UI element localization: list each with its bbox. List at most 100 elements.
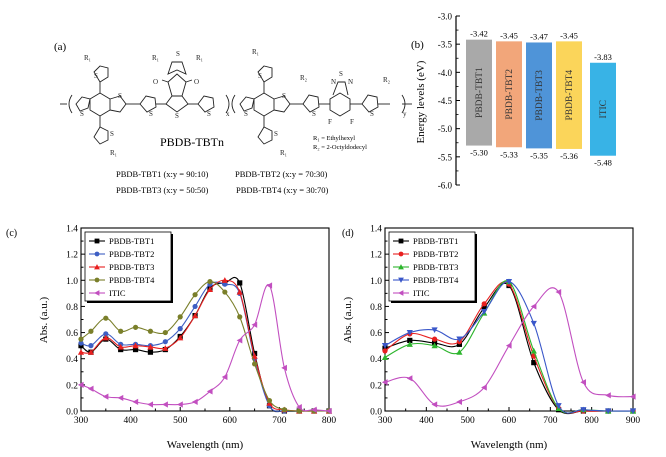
- atom-s: S: [244, 110, 248, 118]
- y-tick-label: 0.2: [66, 381, 78, 391]
- marker-triangle-up: [456, 349, 463, 355]
- marker-circle: [103, 315, 109, 321]
- subscript-y: y: [403, 110, 407, 118]
- marker-triangle-up: [102, 334, 109, 341]
- energy-bar-pbdb-tbt3: [526, 42, 552, 149]
- y-tick-label: 1.0: [66, 277, 78, 287]
- atom-o: O: [153, 78, 158, 86]
- marker-square: [531, 360, 537, 366]
- marker-square: [118, 346, 124, 353]
- y-axis-label: Abs. (a.u.): [342, 296, 354, 343]
- x-tick-label: 600: [502, 416, 517, 426]
- marker-square: [132, 346, 139, 353]
- r1-label: R₁: [196, 54, 203, 62]
- bar-label: PBDB-TBT2: [505, 69, 515, 120]
- x-tick-label: 800: [322, 416, 337, 426]
- plot-area: 300 400 500 600 700 800 900 0.0 0.2 0.4 0.6 0.8 1.0 1…: [370, 225, 640, 427]
- marker-square: [237, 280, 243, 286]
- y-tick-label: 0.0: [66, 408, 78, 418]
- thiophene-ring: [361, 94, 379, 113]
- marker-triangle-left: [325, 407, 332, 415]
- marker-triangle-up: [147, 343, 154, 350]
- legend-label: PBDB-TBT4: [109, 275, 155, 285]
- marker-circle: [94, 251, 100, 257]
- marker-triangle-left: [251, 321, 258, 328]
- marker-circle: [147, 328, 154, 334]
- thiophene-ring: [197, 95, 215, 113]
- marker-square: [147, 349, 154, 355]
- marker-triangle-left: [87, 385, 94, 392]
- legend-label: ITIC: [109, 288, 126, 298]
- marker-triangle-down: [381, 343, 389, 349]
- y-tick-label: -3.5: [438, 40, 453, 50]
- marker-triangle-left: [530, 303, 537, 310]
- y-tick-label: -6.0: [438, 181, 453, 191]
- plot-area: 300 400 500 600 700 800 0.0 0.2 0.4 0.6 0.8 1.0 1.2 1…: [66, 225, 336, 427]
- y-tick-label: 1.0: [370, 277, 382, 287]
- atom-s: S: [207, 110, 211, 118]
- thiadiazole-ring: [332, 81, 349, 96]
- lumo-value: -3.47: [530, 31, 548, 41]
- subscript-x: x: [226, 110, 230, 118]
- y-tick-label: -4.5: [438, 96, 453, 106]
- x-tick-label: 300: [74, 416, 89, 426]
- marker-circle: [177, 326, 183, 332]
- marker-triangle-left: [117, 394, 124, 402]
- y-axis-label: Energy levels (eV): [415, 60, 427, 143]
- series-itic: [381, 287, 636, 408]
- lumo-value: -3.45: [560, 30, 578, 40]
- panel-a-structure: (a): [54, 41, 412, 195]
- marker-triangle-up: [87, 349, 95, 355]
- x-tick-label: 800: [585, 416, 600, 426]
- top-thiophene: [167, 61, 187, 75]
- bracket-left-x: [68, 94, 73, 114]
- x-axis-label: Wavelength (nm): [471, 439, 548, 451]
- marker-triangle-up: [206, 286, 214, 293]
- marker-circle: [94, 277, 100, 283]
- marker-triangle-left: [605, 392, 611, 399]
- y-tick-label: 1.4: [66, 225, 78, 235]
- legend-label: PBDB-TBT2: [413, 249, 458, 259]
- y-tick-label: 0.8: [66, 303, 78, 313]
- bar-label: PBDB-TBT1: [475, 67, 485, 118]
- r1-label: R₁: [280, 149, 287, 157]
- atom-s: S: [94, 72, 98, 80]
- y-tick-label: 0.4: [66, 355, 78, 365]
- marker-circle: [192, 292, 198, 298]
- energy-bar-itic: [590, 62, 616, 156]
- y-tick-label: -3.0: [438, 12, 453, 22]
- atom-s: S: [339, 70, 343, 78]
- legend-label: PBDB-TBT3: [109, 262, 154, 272]
- marker-triangle-left: [398, 290, 404, 296]
- bracket-right-x: [225, 94, 230, 114]
- marker-triangle-left: [221, 373, 228, 381]
- homo-value: -5.33: [500, 149, 518, 159]
- marker-triangle-left: [236, 337, 243, 344]
- bracket-left-y: [231, 94, 236, 114]
- substituent-r2: R₂ = 2-Octyldodecyl: [313, 144, 367, 151]
- y-tick-label: -4.0: [438, 68, 453, 78]
- thiophene-ring: [239, 96, 255, 112]
- ratio-tbt3: PBDB-TBT3 (x:y = 50:50): [116, 185, 209, 195]
- marker-triangle-up: [77, 349, 85, 355]
- legend-label: PBDB-TBT3: [413, 262, 458, 272]
- r1-label: R₁: [110, 149, 117, 157]
- marker-circle: [296, 408, 302, 414]
- atom-n: N: [331, 78, 336, 86]
- marker-triangle-left: [381, 379, 388, 386]
- substituent-r1: R₁ = Ethylhexyl: [313, 135, 355, 142]
- energy-bars: PBDB-TBT1 -3.42 -5.30 PBDB-TBT2 -3.45 -5.33 PB…: [466, 29, 616, 168]
- marker-triangle-down: [431, 327, 438, 334]
- marker-circle: [192, 303, 198, 310]
- marker-triangle-left: [266, 282, 273, 289]
- marker-circle: [222, 289, 228, 295]
- homo-value: -5.35: [530, 150, 548, 160]
- marker-triangle-left: [406, 375, 413, 382]
- polymer-name: PBDB-TBTn: [160, 135, 224, 149]
- marker-triangle-up: [398, 264, 404, 270]
- marker-triangle-up: [177, 334, 184, 341]
- marker-square: [78, 343, 84, 349]
- marker-triangle-up: [94, 264, 100, 270]
- thiophene-ring: [165, 95, 189, 113]
- marker-triangle-left: [94, 290, 100, 296]
